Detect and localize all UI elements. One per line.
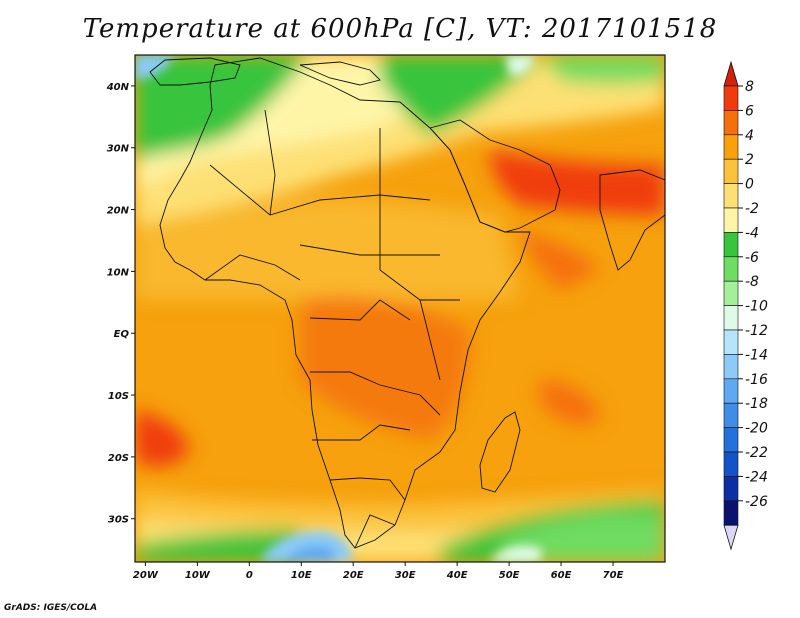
colorbar-label: -14 xyxy=(745,347,768,363)
colorbar-swatch xyxy=(723,402,739,428)
colorbar-label: 6 xyxy=(745,103,754,119)
colorbar-swatch xyxy=(723,305,739,331)
y-tick-label: 30N xyxy=(107,144,130,155)
y-tick-label: 20N xyxy=(107,206,130,217)
colorbar-swatch xyxy=(723,500,739,526)
colorbar-swatch xyxy=(723,232,739,258)
colorbar: 8 6 4 2 0 -2 -4 -6 -8 -10 -12 -14 -16 -18 -20 -22 -24 -26 xyxy=(723,60,768,551)
colorbar-swatch xyxy=(723,110,739,136)
x-tick-label: 70E xyxy=(603,570,624,581)
x-tick-label: 10W xyxy=(185,570,211,581)
colorbar-label: -8 xyxy=(745,274,759,290)
colorbar-label: -12 xyxy=(745,323,768,339)
y-tick-label: 10N xyxy=(107,267,130,278)
y-tick-label: EQ xyxy=(114,329,130,340)
x-tick-label: 40E xyxy=(446,570,468,581)
colorbar-label: 8 xyxy=(745,79,754,95)
colorbar-label: -20 xyxy=(745,421,768,437)
colorbar-swatch xyxy=(723,451,739,477)
colorbar-label: -10 xyxy=(745,299,768,315)
colorbar-swatch xyxy=(723,378,739,404)
y-tick-label: 20S xyxy=(108,453,129,464)
x-tick-label: 20W xyxy=(133,570,159,581)
x-tick-label: 30E xyxy=(395,570,416,581)
colorbar-top-arrow xyxy=(723,60,739,87)
colorbar-swatch xyxy=(723,85,739,111)
x-tick-label: 0 xyxy=(246,570,253,581)
colorbar-label: -16 xyxy=(745,372,768,388)
colorbar-swatch xyxy=(723,329,739,355)
y-tick-label: 10S xyxy=(108,391,129,402)
colorbar-swatch xyxy=(723,427,739,453)
colorbar-swatch xyxy=(723,158,739,184)
colorbar-label: -4 xyxy=(745,225,759,241)
map-frame xyxy=(134,54,666,563)
colorbar-label: 2 xyxy=(745,152,754,168)
country-borders xyxy=(149,57,665,549)
colorbar-swatch xyxy=(723,354,739,380)
colorbar-label: -6 xyxy=(745,250,759,266)
colorbar-swatch xyxy=(723,207,739,233)
y-tick-label: 40N xyxy=(106,82,130,93)
colorbar-label: 0 xyxy=(745,177,754,193)
colorbar-label: -26 xyxy=(745,494,768,510)
colorbar-swatch xyxy=(723,476,739,502)
colorbar-swatch xyxy=(723,183,739,209)
colorbar-label: 4 xyxy=(745,128,754,144)
x-tick-label: 60E xyxy=(551,570,572,581)
colorbar-label: -24 xyxy=(745,469,768,485)
temperature-field xyxy=(135,55,665,562)
colorbar-swatch xyxy=(723,256,739,282)
x-tick-label: 20E xyxy=(343,570,364,581)
colorbar-bottom-arrow xyxy=(723,524,739,551)
colorbar-label: -18 xyxy=(745,396,768,412)
map-title: Temperature at 600hPa [C], VT: 201710151… xyxy=(82,14,718,44)
y-axis-ticks: 40N 30N 20N 10N EQ 10S 20S 30S xyxy=(106,82,135,526)
colorbar-label: -22 xyxy=(745,445,768,461)
colorbar-swatch xyxy=(723,134,739,160)
x-tick-label: 10E xyxy=(291,570,312,581)
x-tick-label: 50E xyxy=(499,570,520,581)
colorbar-label: -2 xyxy=(745,201,759,217)
colorbar-swatch xyxy=(723,280,739,306)
x-axis-ticks: 20W 10W 0 10E 20E 30E 40E 50E 60E 70E xyxy=(133,562,624,581)
y-tick-label: 30S xyxy=(108,515,129,526)
credit-text: GrADS: IGES/COLA xyxy=(4,603,98,613)
